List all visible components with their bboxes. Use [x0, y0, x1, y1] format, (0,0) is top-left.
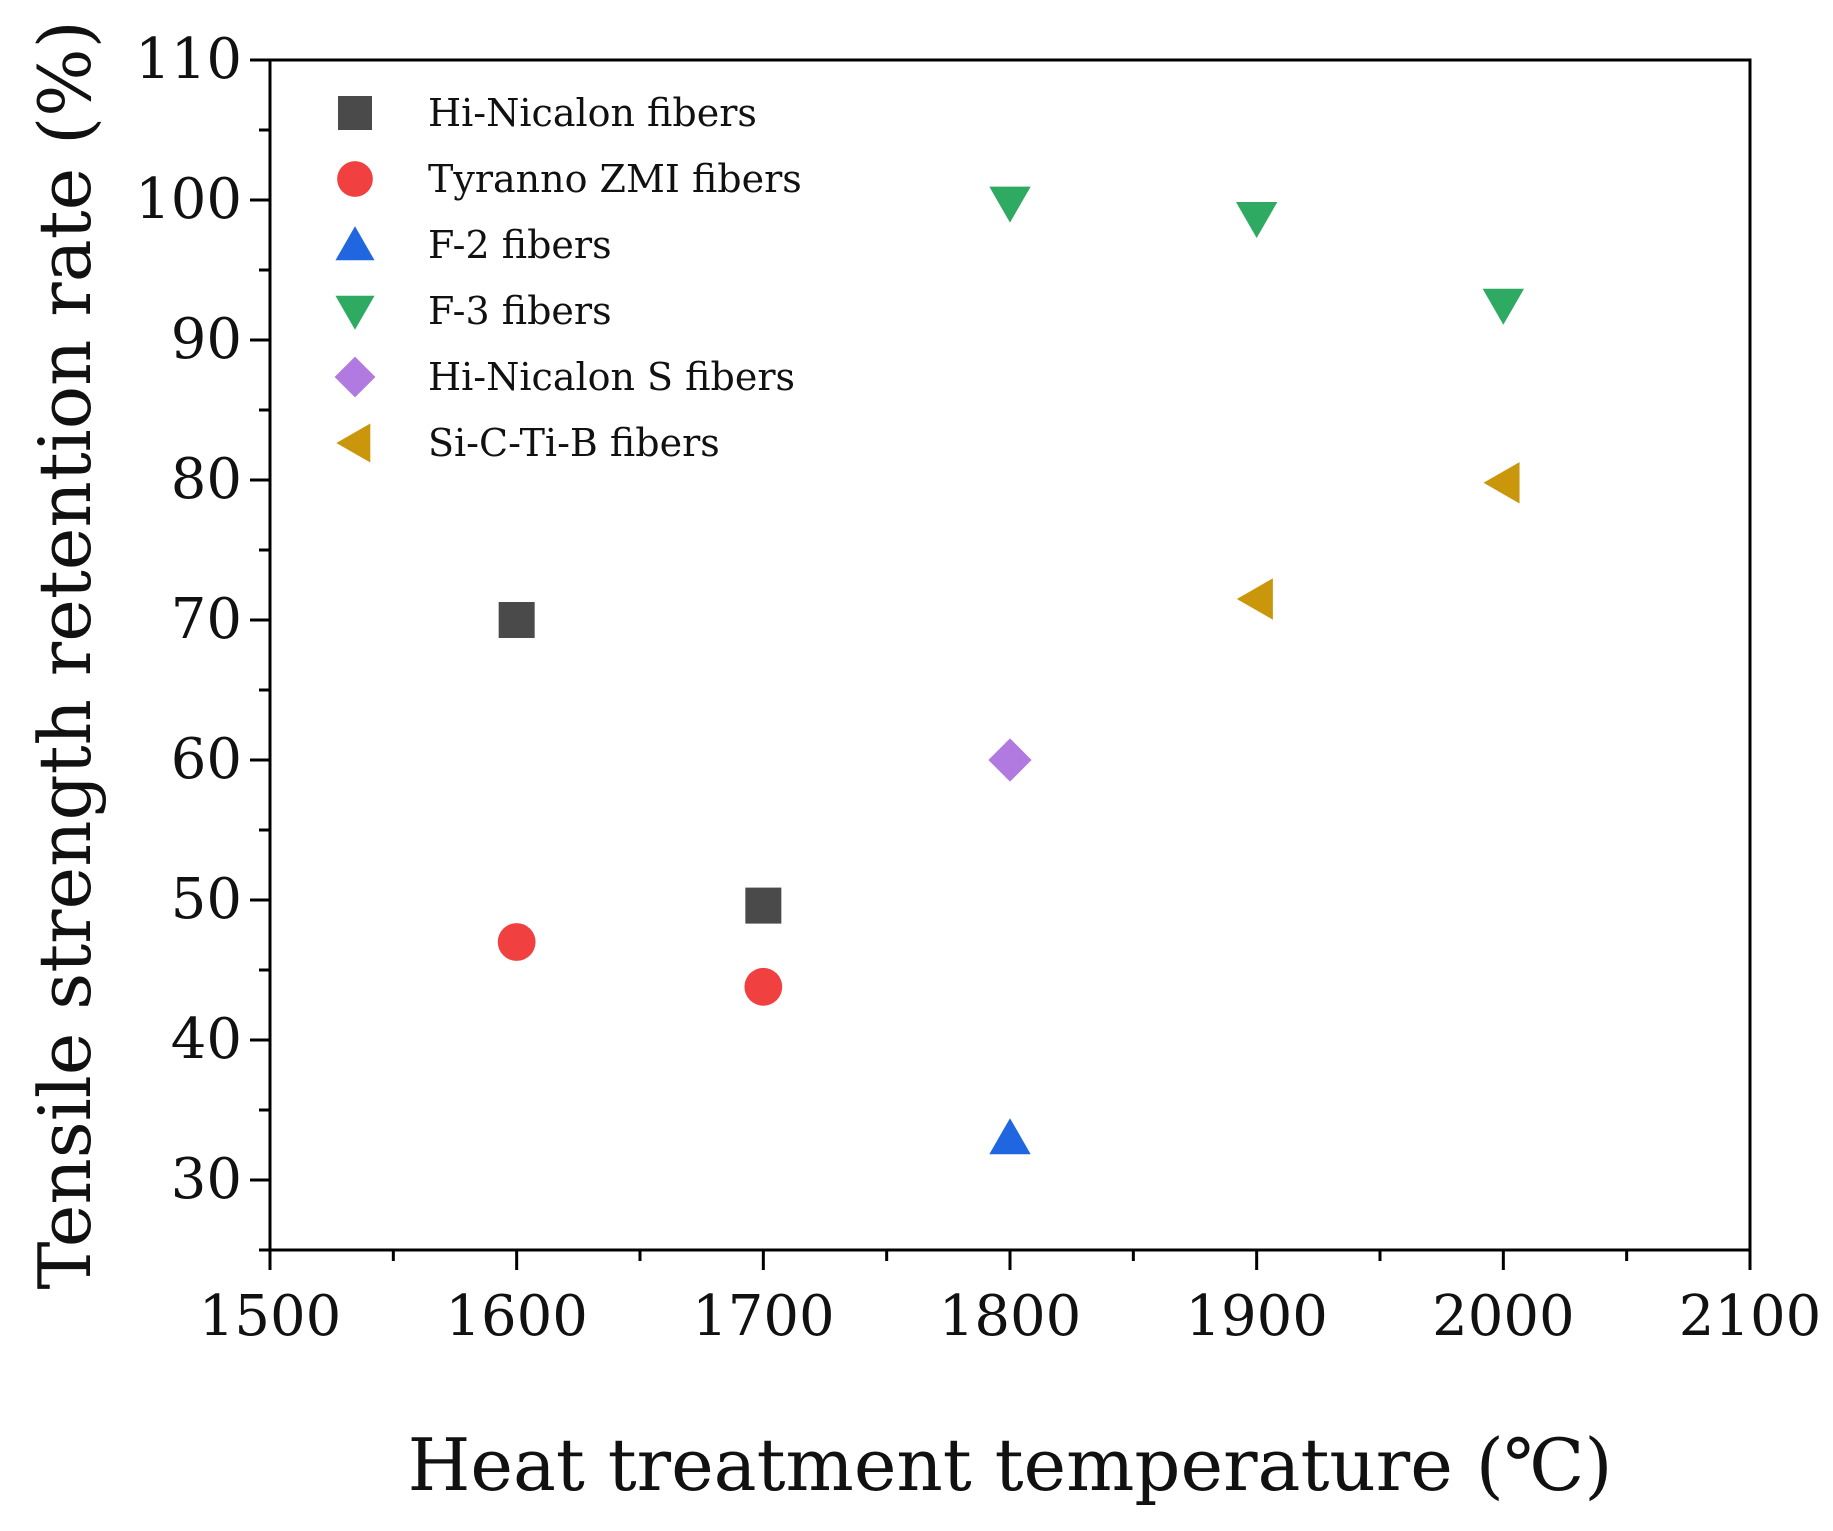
ticks: 1500 1600 1700 1800 1900 2000 2100 30 40 50 60 70 80…	[135, 27, 1821, 1349]
y-tick-label-60: 60	[171, 727, 242, 792]
data-point-f-3-fibers-2000	[1482, 288, 1525, 325]
legend-marker-f-2-fibers	[335, 226, 375, 261]
data-point-hi-nicalon-fibers-1700	[745, 887, 782, 924]
data-point-tyranno-zmi-fibers-1700	[744, 967, 783, 1006]
y-tick-label-70: 70	[171, 587, 242, 652]
x-tick-label-2000: 2000	[1432, 1284, 1575, 1349]
legend-label-tyranno-zmi-fibers: Tyranno ZMI fibers	[428, 157, 802, 201]
legend-marker-hi-nicalon-fibers	[338, 96, 372, 130]
y-tick-label-110: 110	[135, 27, 242, 92]
x-tick-label-1800: 1800	[939, 1284, 1082, 1349]
data-point-si-c-ti-b-fibers-2000	[1483, 462, 1520, 504]
legend-label-si-c-ti-b-fibers: Si-C-Ti-B fibers	[428, 421, 720, 465]
legend-label-hi-nicalon-fibers: Hi-Nicalon fibers	[428, 91, 757, 135]
data-points	[497, 186, 1525, 1155]
y-tick-label-80: 80	[171, 447, 242, 512]
data-point-hi-nicalon-s-fibers-1800	[988, 738, 1032, 782]
x-tick-label-1700: 1700	[692, 1284, 835, 1349]
data-point-si-c-ti-b-fibers-1900	[1236, 578, 1273, 620]
legend-label-hi-nicalon-s-fibers: Hi-Nicalon S fibers	[428, 355, 795, 399]
x-tick-label-1600: 1600	[445, 1284, 588, 1349]
y-axis-title: Tensile strength retention rate (%)	[23, 20, 107, 1289]
x-axis-title: Heat treatment temperature (℃)	[408, 1423, 1613, 1507]
legend-marker-tyranno-zmi-fibers	[337, 161, 373, 197]
x-tick-label-1900: 1900	[1185, 1284, 1328, 1349]
x-tick-label-2100: 2100	[1679, 1284, 1822, 1349]
data-point-tyranno-zmi-fibers-1600	[497, 923, 536, 961]
y-tick-label-50: 50	[171, 867, 242, 932]
legend-label-f-2-fibers: F-2 fibers	[428, 223, 612, 267]
x-tick-label-1500: 1500	[199, 1284, 342, 1349]
data-point-f-2-fibers-1800	[989, 1118, 1031, 1155]
y-tick-label-90: 90	[171, 307, 242, 372]
legend-marker-si-c-ti-b-fibers	[336, 423, 371, 463]
legend-marker-hi-nicalon-s-fibers	[334, 356, 376, 398]
legend: Hi-Nicalon fibers Tyranno ZMI fibers F-2 f…	[334, 91, 802, 465]
data-point-f-3-fibers-1900	[1235, 202, 1278, 238]
data-point-f-3-fibers-1800	[989, 186, 1031, 223]
legend-label-f-3-fibers: F-3 fibers	[428, 289, 612, 333]
y-tick-label-100: 100	[135, 167, 242, 232]
legend-marker-f-3-fibers	[335, 295, 375, 330]
y-tick-label-30: 30	[171, 1147, 242, 1212]
y-tick-label-40: 40	[171, 1007, 242, 1072]
data-point-hi-nicalon-fibers-1600	[498, 602, 535, 638]
